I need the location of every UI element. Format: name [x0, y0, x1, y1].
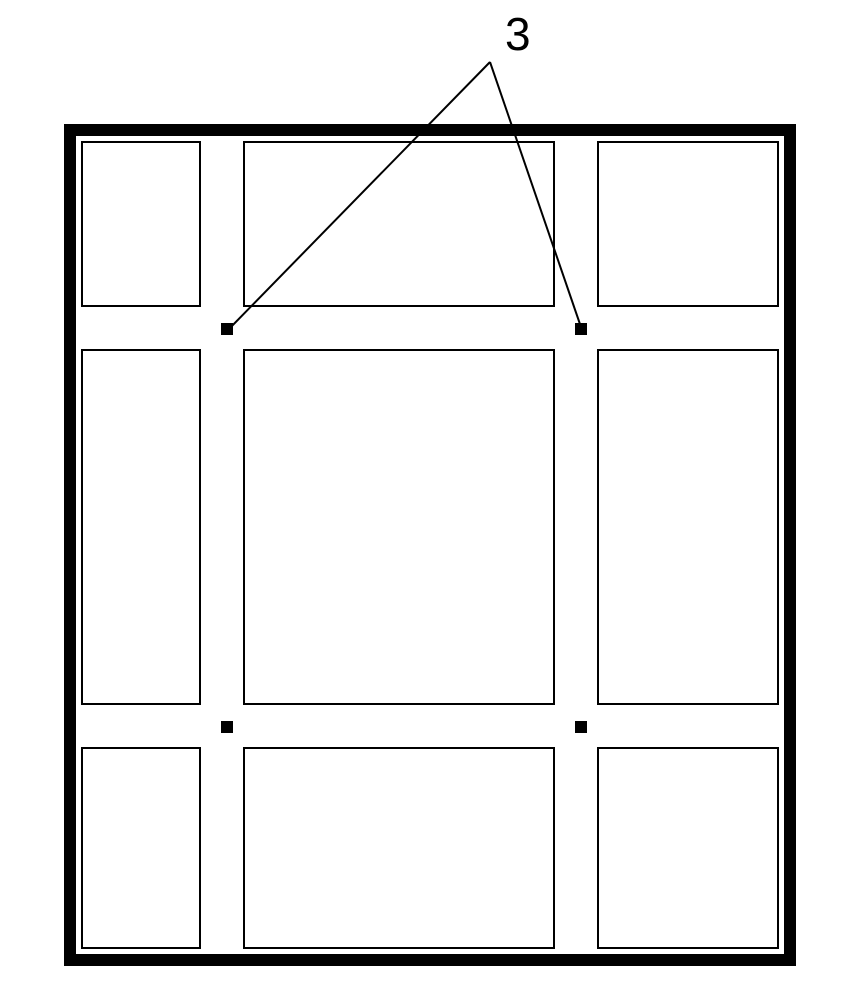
- technical-diagram: 3: [0, 0, 852, 1000]
- canvas-background: [0, 0, 852, 1000]
- callout-label: 3: [505, 8, 531, 60]
- reference-dot-2: [221, 721, 233, 733]
- reference-dot-3: [575, 721, 587, 733]
- reference-dot-0: [221, 323, 233, 335]
